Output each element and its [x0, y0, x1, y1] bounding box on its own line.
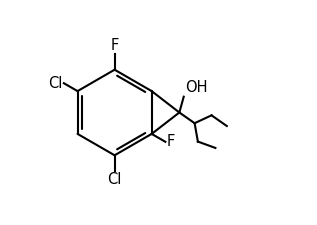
Text: Cl: Cl [107, 172, 122, 187]
Text: F: F [167, 134, 175, 149]
Text: OH: OH [185, 80, 207, 95]
Text: F: F [111, 38, 119, 53]
Text: Cl: Cl [48, 76, 62, 91]
